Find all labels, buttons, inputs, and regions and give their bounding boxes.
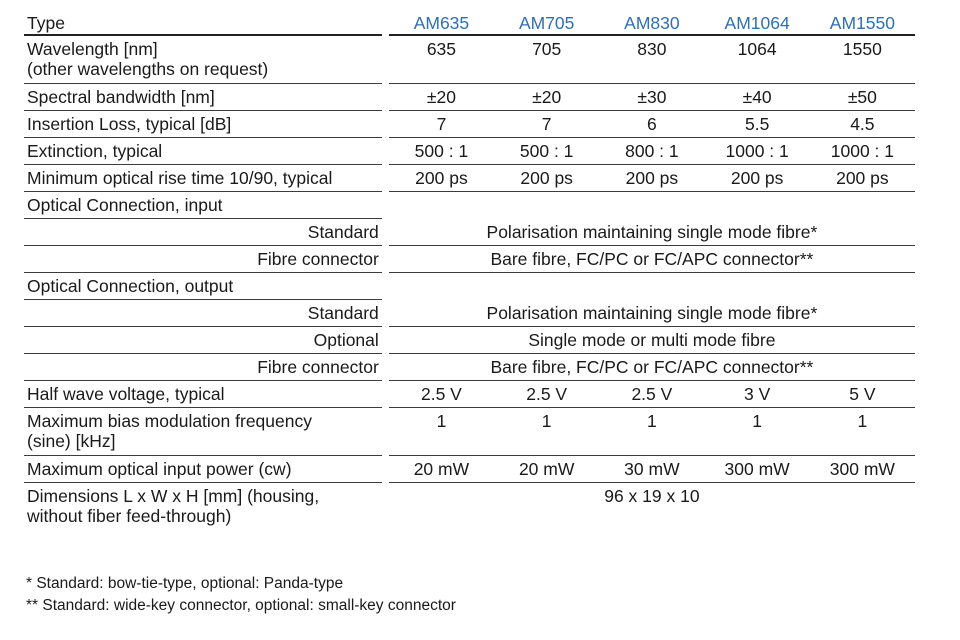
specification-table-container: Type AM635 AM705 AM830 AM1064 AM1550 Wav…: [24, 12, 915, 530]
conn-output-group-row: Optical Connection, output: [24, 272, 915, 300]
table-cell: 6: [599, 110, 705, 138]
table-cell: 2.5 V: [388, 380, 495, 408]
conn-output-optional-value: Single mode or multi mode fibre: [388, 326, 915, 354]
conn-output-optional-row: Optional Single mode or multi mode fibre: [24, 326, 915, 354]
bandwidth-row: Spectral bandwidth [nm] ±20 ±20 ±30 ±40 …: [24, 83, 915, 111]
table-cell: 200 ps: [704, 164, 810, 192]
conn-input-group-row: Optical Connection, input: [24, 191, 915, 219]
table-cell: 300 mW: [704, 455, 810, 483]
table-cell: 1: [809, 407, 915, 456]
table-cell: ±40: [704, 83, 810, 111]
table-cell: ±20: [388, 83, 495, 111]
table-cell: 7: [494, 110, 600, 138]
bias-frequency-label: Maximum bias modulation frequency (sine)…: [24, 407, 382, 456]
model-am1550: AM1550: [809, 12, 915, 36]
conn-output-optional-label: Optional: [24, 326, 382, 354]
conn-input-standard-value: Polarisation maintaining single mode fib…: [388, 218, 915, 246]
table-cell: 500 : 1: [494, 137, 600, 165]
conn-output-standard-label: Standard: [24, 299, 382, 327]
bandwidth-label: Spectral bandwidth [nm]: [24, 83, 382, 111]
conn-output-standard-row: Standard Polarisation maintaining single…: [24, 299, 915, 327]
table-cell: 300 mW: [809, 455, 915, 483]
conn-output-connector-value: Bare fibre, FC/PC or FC/APC connector**: [388, 353, 915, 381]
footnote-1: * Standard: bow-tie-type, optional: Pand…: [26, 575, 344, 592]
half-wave-row: Half wave voltage, typical 2.5 V 2.5 V 2…: [24, 380, 915, 408]
input-power-label: Maximum optical input power (cw): [24, 455, 382, 483]
model-am635: AM635: [388, 12, 495, 36]
rise-time-label: Minimum optical rise time 10/90, typical: [24, 164, 382, 192]
table-cell: 1: [388, 407, 495, 456]
table-cell: 2.5 V: [494, 380, 600, 408]
table-cell: 635: [388, 35, 495, 84]
table-cell: 830: [599, 35, 705, 84]
conn-input-connector-row: Fibre connector Bare fibre, FC/PC or FC/…: [24, 245, 915, 273]
table-cell: 5.5: [704, 110, 810, 138]
header-type-label: Type: [24, 12, 382, 36]
table-cell: 1000 : 1: [809, 137, 915, 165]
table-cell: ±50: [809, 83, 915, 111]
table-cell: 200 ps: [599, 164, 705, 192]
conn-input-connector-value: Bare fibre, FC/PC or FC/APC connector**: [388, 245, 915, 273]
conn-input-standard-label: Standard: [24, 218, 382, 246]
conn-output-standard-value: Polarisation maintaining single mode fib…: [388, 299, 915, 327]
wavelength-row: Wavelength [nm] (other wavelengths on re…: [24, 35, 915, 84]
table-cell: 1: [704, 407, 810, 456]
model-am1064: AM1064: [704, 12, 810, 36]
model-am705: AM705: [494, 12, 600, 36]
table-cell: ±20: [494, 83, 600, 111]
table-cell: 3 V: [704, 380, 810, 408]
half-wave-label: Half wave voltage, typical: [24, 380, 382, 408]
dimensions-label: Dimensions L x W x H [mm] (housing, with…: [27, 486, 320, 526]
table-cell: 2.5 V: [599, 380, 705, 408]
extinction-label: Extinction, typical: [24, 137, 382, 165]
table-cell: 200 ps: [494, 164, 600, 192]
table-cell: 5 V: [809, 380, 915, 408]
table-cell: 200 ps: [809, 164, 915, 192]
table-cell: 500 : 1: [388, 137, 495, 165]
table-cell: 4.5: [809, 110, 915, 138]
wavelength-label: Wavelength [nm] (other wavelengths on re…: [24, 35, 382, 84]
rise-time-row: Minimum optical rise time 10/90, typical…: [24, 164, 915, 192]
footnote-2: ** Standard: wide-key connector, optiona…: [26, 597, 456, 614]
insertion-loss-row: Insertion Loss, typical [dB] 7 7 6 5.5 4…: [24, 110, 915, 138]
header-row: Type AM635 AM705 AM830 AM1064 AM1550: [24, 12, 915, 36]
table-cell: 1: [599, 407, 705, 456]
table-cell: 20 mW: [494, 455, 600, 483]
model-am830: AM830: [599, 12, 705, 36]
dimensions-row: Dimensions L x W x H [mm] (housing, with…: [24, 483, 915, 531]
table-cell: 1064: [704, 35, 810, 84]
conn-input-connector-label: Fibre connector: [24, 245, 382, 273]
conn-output-connector-row: Fibre connector Bare fibre, FC/PC or FC/…: [24, 353, 915, 381]
table-cell: 30 mW: [599, 455, 705, 483]
table-cell: 1550: [809, 35, 915, 84]
table-cell: 705: [494, 35, 600, 84]
input-power-row: Maximum optical input power (cw) 20 mW 2…: [24, 455, 915, 483]
conn-output-label: Optical Connection, output: [24, 272, 382, 300]
table-cell: 800 : 1: [599, 137, 705, 165]
extinction-row: Extinction, typical 500 : 1 500 : 1 800 …: [24, 137, 915, 165]
table-cell: 20 mW: [388, 455, 495, 483]
conn-output-connector-label: Fibre connector: [24, 353, 382, 381]
table-cell: 200 ps: [388, 164, 495, 192]
insertion-loss-label: Insertion Loss, typical [dB]: [24, 110, 382, 138]
dimensions-value: 96 x 19 x 10: [604, 486, 700, 506]
table-cell: 1: [494, 407, 600, 456]
specification-table: Type AM635 AM705 AM830 AM1064 AM1550 Wav…: [24, 12, 915, 530]
bias-frequency-row: Maximum bias modulation frequency (sine)…: [24, 407, 915, 456]
table-cell: 1000 : 1: [704, 137, 810, 165]
conn-input-standard-row: Standard Polarisation maintaining single…: [24, 218, 915, 246]
conn-input-label: Optical Connection, input: [24, 191, 382, 219]
footnotes: * Standard: bow-tie-type, optional: Pand…: [26, 573, 456, 617]
table-cell: ±30: [599, 83, 705, 111]
table-cell: 7: [388, 110, 495, 138]
